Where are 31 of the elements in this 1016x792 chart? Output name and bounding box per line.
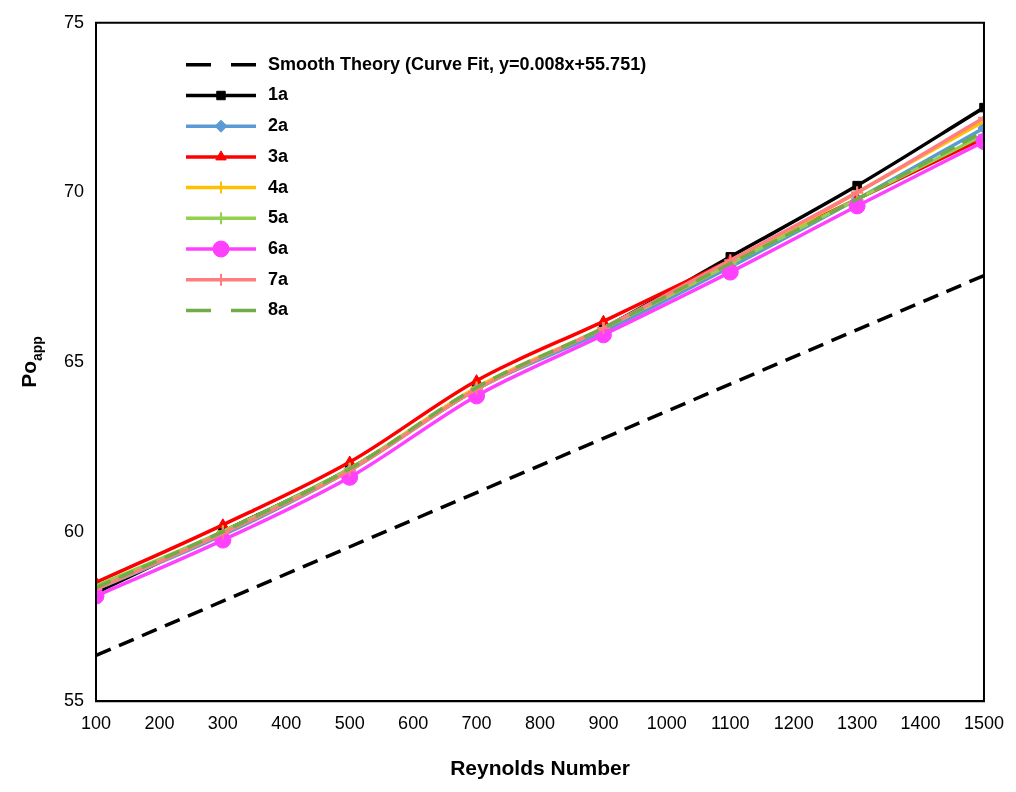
x-tick-label: 700 xyxy=(461,712,492,733)
y-tick-label: 55 xyxy=(63,690,84,711)
legend-label: Smooth Theory (Curve Fit, y=0.008x+55.751) xyxy=(268,53,647,74)
legend-label: 2a xyxy=(268,115,290,136)
x-tick-label: 500 xyxy=(334,712,365,733)
x-tick-label: 1500 xyxy=(963,712,1004,733)
legend-label: 3a xyxy=(268,145,290,166)
legend-label: 7a xyxy=(268,268,290,289)
x-tick-label: 800 xyxy=(524,712,556,733)
x-tick-label: 1200 xyxy=(773,712,814,733)
x-tick-label: 300 xyxy=(207,712,238,733)
y-tick-label: 75 xyxy=(63,11,84,32)
y-tick-label: 65 xyxy=(63,350,84,371)
x-tick-label: 400 xyxy=(271,712,302,733)
y-tick-label: 70 xyxy=(63,181,84,202)
x-tick-label: 1400 xyxy=(900,712,941,733)
x-axis-title: Reynolds Number xyxy=(450,756,630,780)
legend-label: 4a xyxy=(268,176,290,197)
x-tick-label: 900 xyxy=(588,712,619,733)
x-tick-label: 1100 xyxy=(710,712,750,733)
x-tick-label: 100 xyxy=(80,712,112,733)
y-tick-label: 60 xyxy=(63,520,84,541)
legend-label: 5a xyxy=(268,207,290,228)
x-tick-label: 1000 xyxy=(646,712,687,733)
legend-label: 8a xyxy=(268,299,290,320)
x-tick-label: 200 xyxy=(144,712,175,733)
legend-label: 6a xyxy=(268,237,290,258)
x-tick-label: 600 xyxy=(398,712,429,733)
y-axis-title: Poapp xyxy=(16,336,45,388)
x-tick-label: 1300 xyxy=(837,712,878,733)
legend-label: 1a xyxy=(268,84,290,105)
